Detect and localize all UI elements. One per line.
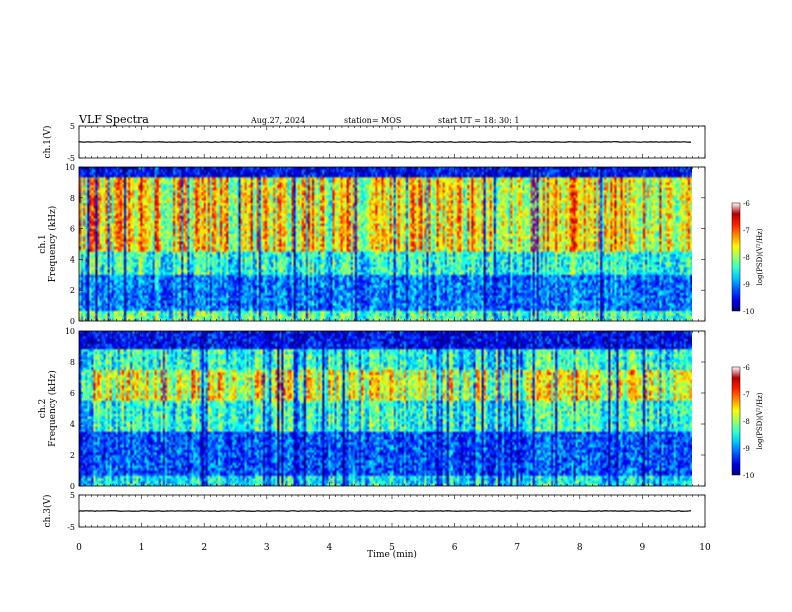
x-tick-label: 10 — [699, 543, 711, 553]
x-tick-label: 0 — [76, 543, 82, 553]
y-tick-label: 5 — [70, 491, 75, 500]
x-axis-label: Time (min) — [367, 549, 417, 560]
spectrogram-image — [79, 331, 692, 486]
voltage-trace-line — [78, 141, 692, 143]
spectrogram-image — [79, 167, 692, 321]
y-tick-label: 6 — [70, 389, 75, 398]
y-tick-label: 8 — [70, 194, 75, 203]
x-tick-label: 5 — [389, 543, 395, 553]
colorbar-tick-label: -10 — [743, 308, 754, 316]
y-tick-label: 4 — [70, 420, 75, 429]
colorbar — [731, 366, 741, 476]
colorbar-tick-label: -8 — [743, 254, 750, 262]
x-tick-label: 2 — [201, 543, 207, 553]
x-tick-label: 6 — [452, 543, 458, 553]
colorbar-tick-label: -8 — [743, 418, 750, 426]
x-tick-label: 4 — [327, 543, 333, 553]
station-label: station= MOS — [344, 116, 402, 125]
y-axis-label: Frequency (kHz) — [47, 370, 58, 447]
x-tick-label: 3 — [264, 543, 270, 553]
y-tick-label: 10 — [65, 327, 75, 336]
date-label: Aug.27, 2024 — [251, 116, 306, 125]
colorbar — [731, 202, 741, 312]
y-tick-label: 4 — [70, 255, 75, 264]
voltage-trace-line — [78, 510, 692, 512]
y-axis-label: Frequency (kHz) — [47, 206, 58, 283]
colorbar-tick-label: -9 — [743, 281, 750, 289]
y-tick-label: 6 — [70, 225, 75, 234]
colorbar-label: log(PSD)(V²/Hz) — [756, 392, 764, 449]
colorbar-label: log(PSD)(V²/Hz) — [756, 228, 764, 285]
y-axis-label: ch.1(V) — [42, 126, 53, 159]
colorbar-tick-label: -7 — [743, 391, 750, 399]
chart-title: VLF Spectra — [79, 113, 149, 126]
x-tick-label: 1 — [139, 543, 145, 553]
y-axis-label: ch.1 — [38, 234, 48, 253]
y-tick-label: 2 — [70, 286, 75, 295]
x-tick-label: 8 — [577, 543, 583, 553]
y-tick-label: 2 — [70, 451, 75, 460]
colorbar-tick-label: -6 — [743, 200, 750, 208]
y-tick-label: 5 — [70, 122, 75, 131]
y-tick-label: 0 — [70, 317, 75, 326]
y-tick-label: 0 — [70, 482, 75, 491]
x-tick-label: 9 — [640, 543, 646, 553]
colorbar-tick-label: -10 — [743, 472, 754, 480]
colorbar-tick-label: -7 — [743, 227, 750, 235]
y-tick-label: -5 — [67, 523, 75, 532]
y-tick-label: -5 — [67, 154, 75, 163]
y-tick-label: 10 — [65, 163, 75, 172]
start-time-label: start UT = 18: 30: 1 — [438, 116, 520, 125]
colorbar-tick-label: -6 — [743, 364, 750, 372]
x-tick-label: 7 — [514, 543, 520, 553]
y-tick-label: 8 — [70, 358, 75, 367]
y-axis-label: ch.3(V) — [42, 495, 53, 528]
colorbar-tick-label: -9 — [743, 445, 750, 453]
y-axis-label: ch.2 — [38, 399, 48, 418]
